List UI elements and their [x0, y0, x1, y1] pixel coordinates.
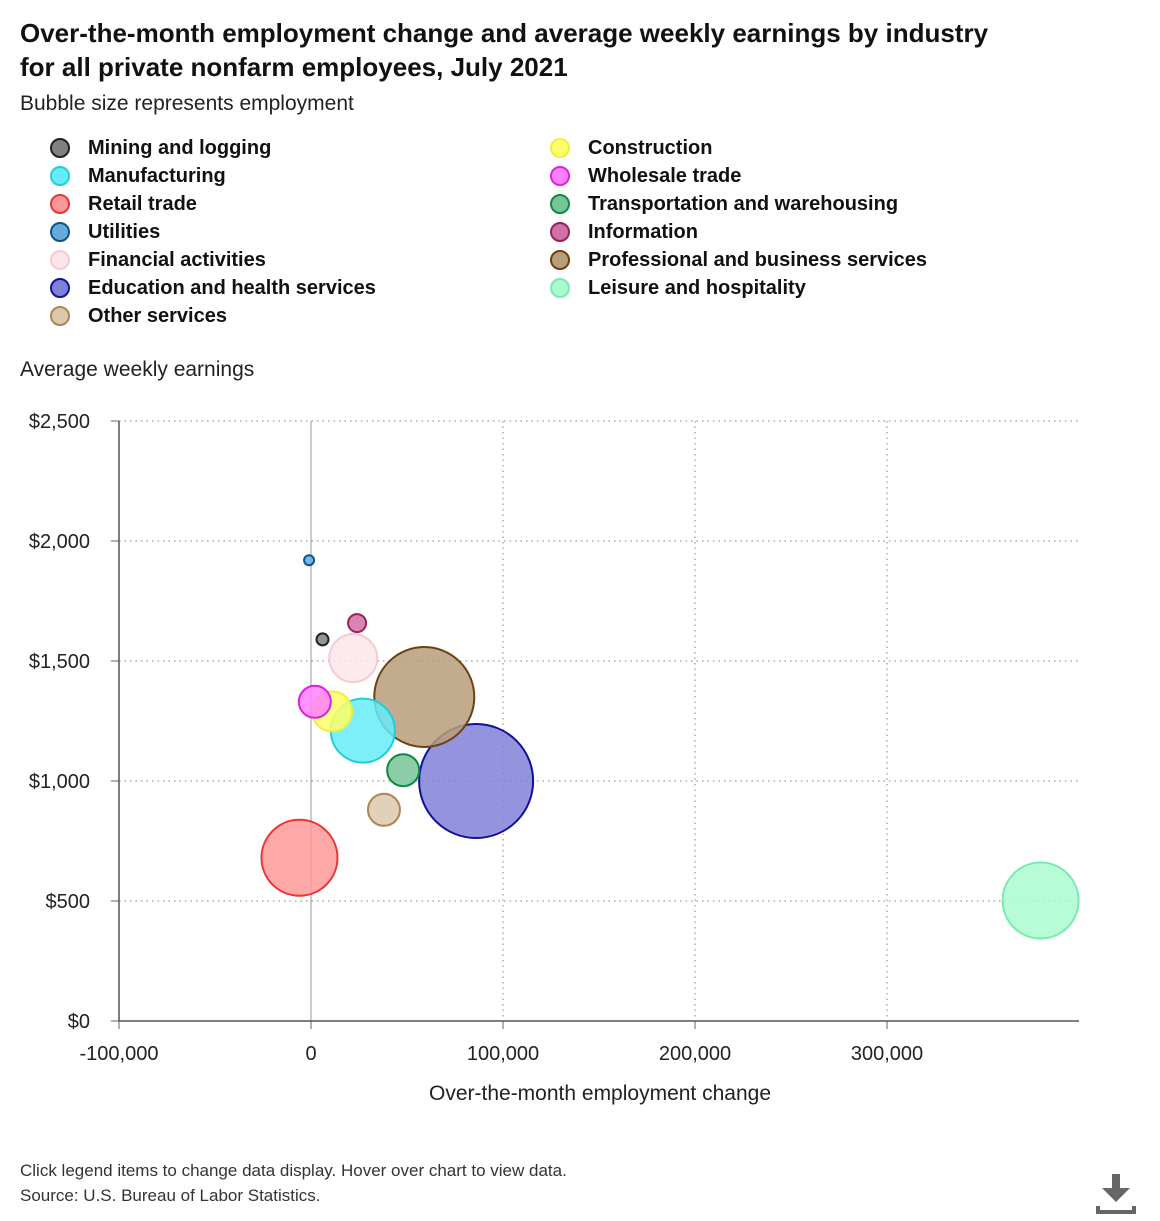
download-button[interactable]	[1094, 1172, 1138, 1216]
legend-item[interactable]: Leisure and hospitality	[550, 274, 806, 302]
legend-label: Financial activities	[88, 248, 266, 271]
legend-label: Construction	[588, 136, 713, 159]
legend-label: Mining and logging	[88, 136, 272, 159]
footer: Click legend items to change data displa…	[20, 1158, 567, 1208]
legend-swatch	[550, 278, 570, 298]
legend-label: Education and health services	[88, 276, 376, 299]
bubble[interactable]: Retail trade	[260, 818, 339, 897]
legend-item[interactable]: Retail trade	[50, 190, 197, 218]
x-tick-label: 200,000	[659, 1043, 731, 1065]
legend-label: Wholesale trade	[588, 164, 742, 187]
legend-item[interactable]: Utilities	[50, 218, 160, 246]
legend-swatch	[50, 250, 70, 270]
bubble[interactable]: Leisure and hospitality	[1001, 861, 1080, 940]
bubble[interactable]: Other services	[366, 792, 401, 827]
legend-label: Leisure and hospitality	[588, 276, 806, 299]
bubble[interactable]: Information	[347, 613, 368, 634]
y-tick-label: $2,500	[29, 411, 90, 433]
legend-item[interactable]: Financial activities	[50, 246, 266, 274]
bubble[interactable]: Professional and business services	[373, 646, 476, 748]
legend-swatch	[50, 138, 70, 158]
legend-item[interactable]: Education and health services	[50, 274, 376, 302]
y-axis-title: Average weekly earnings	[20, 358, 255, 381]
y-tick-label: $1,000	[29, 771, 90, 793]
footer-note: Click legend items to change data displa…	[20, 1161, 567, 1180]
bubble[interactable]: Mining and logging	[315, 632, 330, 647]
legend-item[interactable]: Mining and logging	[50, 134, 271, 162]
download-icon	[1096, 1174, 1136, 1214]
legend-swatch	[50, 166, 70, 186]
legend: Mining and logging Manufacturing Retail tr…	[50, 134, 1050, 334]
y-tick-label: $2,000	[29, 531, 90, 553]
chart-title: Over-the-month employment change and ave…	[20, 18, 989, 82]
legend-item[interactable]: Wholesale trade	[550, 162, 741, 190]
y-tick-label: $500	[46, 891, 91, 913]
y-tick-label: $0	[68, 1011, 90, 1033]
chart-subtitle: Bubble size represents employment	[20, 92, 354, 115]
legend-swatch	[50, 278, 70, 298]
x-tick-label: 0	[305, 1043, 316, 1065]
bubble[interactable]: Education and health services	[418, 723, 535, 839]
legend-swatch	[550, 194, 570, 214]
x-tick-label: -100,000	[80, 1043, 159, 1065]
legend-label: Transportation and warehousing	[588, 192, 899, 215]
legend-label: Retail trade	[88, 192, 197, 215]
legend-label: Utilities	[88, 220, 161, 243]
legend-swatch	[550, 222, 570, 242]
bubble[interactable]: Wholesale trade	[297, 684, 332, 719]
legend-label: Professional and business services	[588, 248, 928, 271]
x-axis-title: Over-the-month employment change	[429, 1082, 771, 1105]
footer-source: Source: U.S. Bureau of Labor Statistics.	[20, 1186, 321, 1205]
legend-item[interactable]: Construction	[550, 134, 712, 162]
legend-item[interactable]: Professional and business services	[550, 246, 927, 274]
bubble[interactable]: Financial activities	[328, 633, 379, 684]
x-tick-label: 100,000	[467, 1043, 539, 1065]
legend-swatch	[50, 194, 70, 214]
legend-swatch	[550, 138, 570, 158]
legend-item[interactable]: Other services	[50, 302, 227, 330]
legend-label: Information	[588, 220, 698, 243]
legend-item[interactable]: Transportation and warehousing	[550, 190, 898, 218]
legend-item[interactable]: Manufacturing	[50, 162, 226, 190]
legend-item[interactable]: Information	[550, 218, 698, 246]
x-tick-label: 300,000	[851, 1043, 923, 1065]
bubble[interactable]: Transportation and warehousing	[386, 753, 421, 788]
y-tick-label: $1,500	[29, 651, 90, 673]
legend-swatch	[50, 306, 70, 326]
bubble[interactable]: Utilities	[303, 554, 316, 567]
legend-swatch	[50, 222, 70, 242]
legend-label: Manufacturing	[88, 164, 226, 187]
legend-swatch	[550, 250, 570, 270]
legend-swatch	[550, 166, 570, 186]
legend-label: Other services	[88, 304, 227, 327]
